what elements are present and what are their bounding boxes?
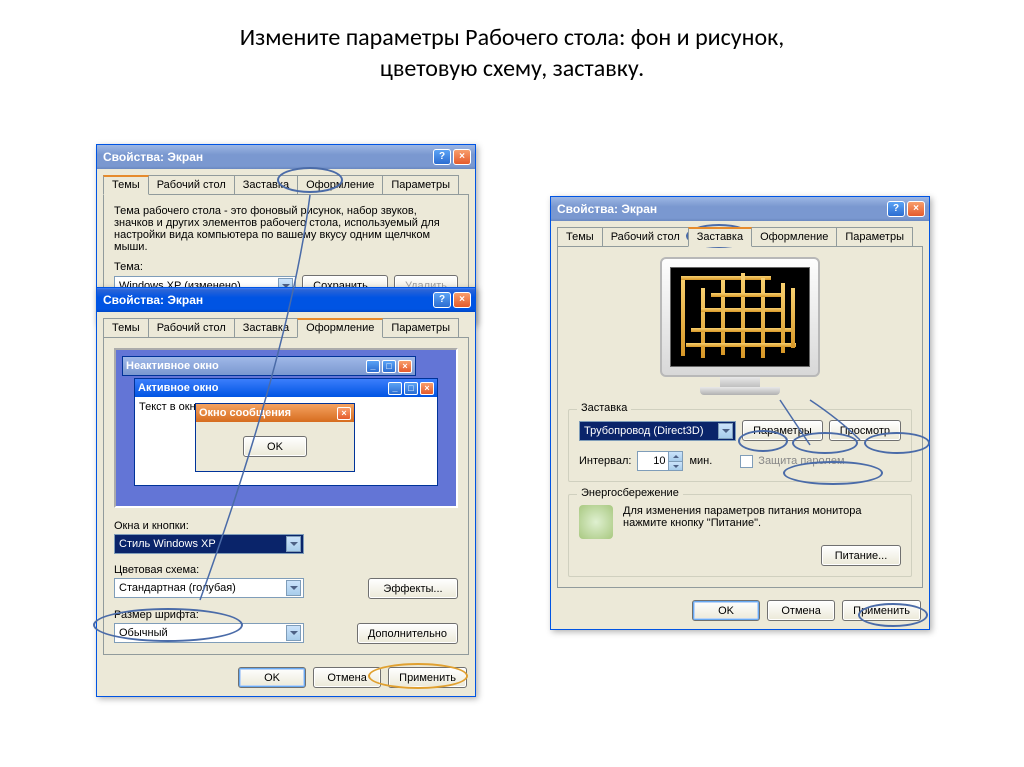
windows-buttons-value: Стиль Windows XP <box>119 538 216 550</box>
tab-desktop[interactable]: Рабочий стол <box>602 227 689 246</box>
close-icon[interactable]: × <box>453 149 471 165</box>
tab-settings[interactable]: Параметры <box>836 227 913 246</box>
maximize-icon: □ <box>404 382 418 395</box>
active-title: Активное окно <box>138 382 219 394</box>
tab-appearance[interactable]: Оформление <box>751 227 837 246</box>
interval-spinner[interactable] <box>637 451 683 471</box>
help-icon[interactable]: ? <box>433 292 451 308</box>
help-icon[interactable]: ? <box>433 149 451 165</box>
preview-text: Текст в окне <box>139 401 202 413</box>
close-icon: × <box>420 382 434 395</box>
titlebar-text: Свойства: Экран <box>557 202 657 216</box>
tab-desktop[interactable]: Рабочий стол <box>148 318 235 337</box>
tab-screensaver[interactable]: Заставка <box>688 227 752 247</box>
dialog-display-properties-appearance: Свойства: Экран ? × Темы Рабочий стол За… <box>96 287 476 697</box>
interval-unit: мин. <box>689 455 712 467</box>
titlebar-text: Свойства: Экран <box>103 293 203 307</box>
tab-themes[interactable]: Темы <box>103 175 149 195</box>
titlebar-screensaver[interactable]: Свойства: Экран ? × <box>551 197 929 221</box>
heading-line-2: цветовую схему, заставку. <box>0 53 1024 84</box>
interval-label: Интервал: <box>579 455 631 467</box>
panel-appearance: Неактивное окно _ □ × Активное окно _ □ <box>103 338 469 655</box>
ok-button[interactable]: OK <box>238 667 306 688</box>
pipes-screensaver-icon <box>671 268 809 366</box>
color-scheme-label: Цветовая схема: <box>114 564 458 576</box>
titlebar-themes[interactable]: Свойства: Экран ? × <box>97 145 475 169</box>
page-heading: Измените параметры Рабочего стола: фон и… <box>0 0 1024 84</box>
msg-title: Окно сообщения <box>199 407 291 419</box>
energy-group-label: Энергосбережение <box>577 487 683 499</box>
preview-inactive-window: Неактивное окно _ □ × <box>122 356 416 376</box>
font-size-dropdown[interactable]: Обычный <box>114 623 304 643</box>
titlebar-appearance[interactable]: Свойства: Экран ? × <box>97 288 475 312</box>
power-button[interactable]: Питание... <box>821 545 901 566</box>
msg-ok-button: OK <box>243 436 307 457</box>
tab-settings[interactable]: Параметры <box>382 318 459 337</box>
dialog-display-properties-screensaver: Свойства: Экран ? × Темы Рабочий стол За… <box>550 196 930 630</box>
chevron-down-icon <box>286 580 301 596</box>
font-size-label: Размер шрифта: <box>114 609 458 621</box>
cancel-button[interactable]: Отмена <box>313 667 381 688</box>
close-icon[interactable]: × <box>907 201 925 217</box>
interval-input[interactable] <box>638 452 668 470</box>
minimize-icon: _ <box>366 360 380 373</box>
preview-active-window: Активное окно _ □ × Текст в окне Окно со… <box>134 378 438 486</box>
tabs-row-themes: Темы Рабочий стол Заставка Оформление Па… <box>103 175 469 195</box>
titlebar-text: Свойства: Экран <box>103 150 203 164</box>
energy-text: Для изменения параметров питания монитор… <box>623 505 901 539</box>
minimize-icon: _ <box>388 382 402 395</box>
help-icon[interactable]: ? <box>887 201 905 217</box>
close-icon: × <box>337 407 351 420</box>
energy-star-icon <box>579 505 613 539</box>
screensaver-dropdown[interactable]: Трубопровод (Direct3D) <box>579 421 736 441</box>
password-protect-label: Защита паролем <box>758 455 844 467</box>
spinner-down-icon[interactable] <box>668 461 682 470</box>
heading-line-1: Измените параметры Рабочего стола: фон и… <box>0 22 1024 53</box>
ok-button[interactable]: OK <box>692 600 760 621</box>
color-scheme-value: Стандартная (голубая) <box>119 582 236 594</box>
tab-appearance[interactable]: Оформление <box>297 318 383 338</box>
inactive-title: Неактивное окно <box>126 360 219 372</box>
chevron-down-icon <box>718 423 733 439</box>
theme-label: Тема: <box>114 261 458 273</box>
windows-buttons-label: Окна и кнопки: <box>114 520 458 532</box>
close-icon: × <box>398 360 412 373</box>
tab-themes[interactable]: Темы <box>103 318 149 337</box>
screensaver-preview-button[interactable]: Просмотр <box>829 420 901 441</box>
tab-desktop[interactable]: Рабочий стол <box>148 175 235 194</box>
chevron-down-icon <box>286 536 301 552</box>
themes-description: Тема рабочего стола - это фоновый рисуно… <box>114 205 458 253</box>
tab-settings[interactable]: Параметры <box>382 175 459 194</box>
tab-themes[interactable]: Темы <box>557 227 603 246</box>
chevron-down-icon <box>286 625 301 641</box>
apply-button[interactable]: Применить <box>842 600 921 621</box>
screensaver-value: Трубопровод (Direct3D) <box>584 425 704 437</box>
dialog-buttons-screensaver: OK Отмена Применить <box>551 594 929 629</box>
color-scheme-dropdown[interactable]: Стандартная (голубая) <box>114 578 304 598</box>
password-protect-checkbox[interactable]: Защита паролем <box>740 455 844 468</box>
tabs-row-appearance: Темы Рабочий стол Заставка Оформление Па… <box>103 318 469 338</box>
preview-message-box: Окно сообщения × OK <box>195 403 355 472</box>
checkbox-icon <box>740 455 753 468</box>
monitor-preview <box>568 257 912 395</box>
panel-screensaver: Заставка Трубопровод (Direct3D) Параметр… <box>557 247 923 588</box>
spinner-up-icon[interactable] <box>668 452 682 461</box>
screensaver-group-label: Заставка <box>577 402 631 414</box>
dialog-buttons-appearance: OK Отмена Применить <box>97 661 475 696</box>
tab-appearance[interactable]: Оформление <box>297 175 383 194</box>
apply-button[interactable]: Применить <box>388 667 467 688</box>
tabs-row-screensaver: Темы Рабочий стол Заставка Оформление Па… <box>557 227 923 247</box>
advanced-button[interactable]: Дополнительно <box>357 623 458 644</box>
cancel-button[interactable]: Отмена <box>767 600 835 621</box>
tab-screensaver[interactable]: Заставка <box>234 175 298 194</box>
screensaver-params-button[interactable]: Параметры <box>742 420 823 441</box>
font-size-value: Обычный <box>119 627 168 639</box>
appearance-preview: Неактивное окно _ □ × Активное окно _ □ <box>114 348 458 508</box>
windows-buttons-dropdown[interactable]: Стиль Windows XP <box>114 534 304 554</box>
close-icon[interactable]: × <box>453 292 471 308</box>
maximize-icon: □ <box>382 360 396 373</box>
effects-button[interactable]: Эффекты... <box>368 578 458 599</box>
tab-screensaver[interactable]: Заставка <box>234 318 298 337</box>
